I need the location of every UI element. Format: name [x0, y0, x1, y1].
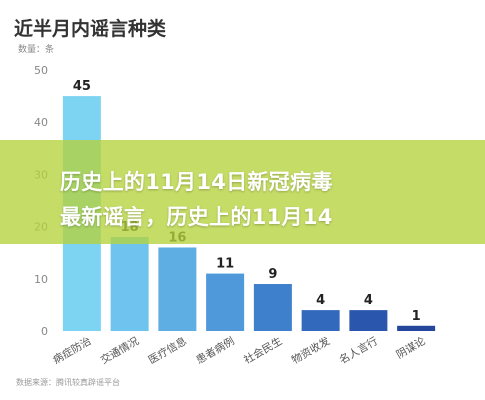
y-tick-label: 10 — [34, 273, 48, 286]
x-category-label: 名人言行 — [337, 334, 380, 367]
x-category-label: 物资收发 — [289, 334, 332, 367]
banner-headline-line-1: 历史上的11月14日新冠病毒 — [60, 170, 333, 194]
data-source-note: 数据来源：腾讯较真辟谣平台 — [16, 378, 120, 387]
x-category-label: 交通情况 — [98, 334, 141, 367]
y-tick-label: 40 — [34, 116, 48, 129]
bar-value-label: 4 — [316, 293, 325, 308]
x-category-label: 医疗信息 — [146, 334, 189, 366]
y-tick-label: 50 — [34, 64, 48, 77]
x-category-label: 病症防治 — [51, 334, 94, 366]
x-category-label: 阴谋论 — [394, 334, 428, 361]
bar-value-label: 45 — [73, 79, 91, 94]
x-category-label: 社会民生 — [242, 334, 285, 366]
x-category-label: 患者病例 — [194, 334, 237, 366]
bar-value-label: 9 — [268, 267, 277, 282]
bar-value-label: 1 — [412, 309, 421, 324]
y-axis-unit-label: 数量：条 — [18, 45, 55, 55]
bar-5 — [253, 284, 292, 331]
bar-value-label: 4 — [364, 293, 373, 308]
chart-title: 近半月内谣言种类 — [14, 18, 167, 40]
bar-3 — [158, 247, 197, 331]
bar-7 — [349, 310, 388, 331]
bar-value-label: 11 — [216, 257, 234, 272]
overlay-banner — [0, 140, 485, 244]
banner-headline-line-2: 最新谣言，历史上的11月14 — [60, 205, 333, 229]
y-tick-label: 0 — [41, 325, 48, 338]
bar-2 — [110, 237, 149, 331]
bar-8 — [397, 325, 436, 331]
bar-6 — [301, 310, 340, 331]
bar-4 — [206, 273, 245, 331]
